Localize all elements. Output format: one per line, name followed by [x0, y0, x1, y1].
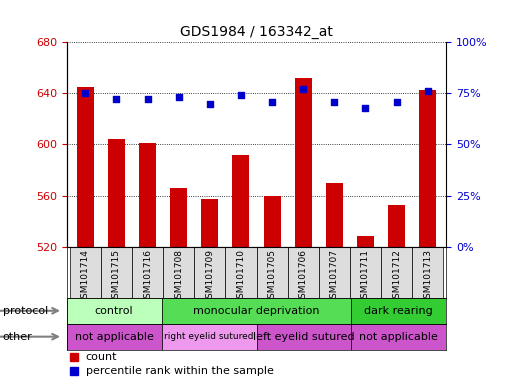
Text: GDS1984 / 163342_at: GDS1984 / 163342_at — [180, 25, 333, 39]
Bar — [194, 247, 225, 298]
Text: monocular deprivation: monocular deprivation — [193, 306, 320, 316]
Text: count: count — [86, 352, 117, 362]
Bar — [162, 324, 256, 349]
Text: percentile rank within the sample: percentile rank within the sample — [86, 366, 273, 376]
Bar — [350, 247, 381, 298]
Point — [424, 88, 432, 94]
Point — [299, 86, 307, 92]
Text: GSM101705: GSM101705 — [268, 249, 277, 304]
Text: not applicable: not applicable — [360, 332, 438, 342]
Point — [144, 96, 152, 103]
Text: control: control — [95, 306, 133, 316]
Text: GSM101710: GSM101710 — [236, 249, 245, 304]
Bar — [101, 247, 132, 298]
Bar — [67, 298, 162, 324]
Bar — [357, 237, 374, 247]
Text: GSM101713: GSM101713 — [423, 249, 432, 304]
Point — [206, 101, 214, 107]
Text: protocol: protocol — [3, 306, 48, 316]
Bar — [256, 247, 288, 298]
Bar — [77, 87, 94, 247]
Text: right eyelid sutured: right eyelid sutured — [164, 332, 254, 341]
Text: GSM101709: GSM101709 — [205, 249, 214, 304]
Point — [330, 98, 339, 104]
Bar — [294, 78, 312, 247]
Bar — [388, 205, 405, 247]
Bar — [351, 298, 446, 324]
Bar — [201, 199, 219, 247]
Bar — [412, 247, 443, 298]
Point — [81, 90, 89, 96]
Text: not applicable: not applicable — [75, 332, 153, 342]
Point — [268, 98, 276, 104]
Bar — [162, 298, 351, 324]
Text: GSM101715: GSM101715 — [112, 249, 121, 304]
Text: GSM101716: GSM101716 — [143, 249, 152, 304]
Bar — [170, 188, 187, 247]
Point — [174, 94, 183, 101]
Bar — [351, 324, 446, 349]
Bar — [163, 247, 194, 298]
Text: GSM101712: GSM101712 — [392, 249, 401, 304]
Text: GSM101711: GSM101711 — [361, 249, 370, 304]
Point — [392, 98, 401, 104]
Text: GSM101714: GSM101714 — [81, 249, 90, 304]
Bar — [264, 195, 281, 247]
Bar — [288, 247, 319, 298]
Text: GSM101707: GSM101707 — [330, 249, 339, 304]
Bar — [67, 324, 162, 349]
Point — [112, 96, 121, 103]
Bar — [419, 89, 436, 247]
Bar — [381, 247, 412, 298]
Text: left eyelid sutured: left eyelid sutured — [253, 332, 355, 342]
Text: GSM101706: GSM101706 — [299, 249, 308, 304]
Text: dark rearing: dark rearing — [364, 306, 433, 316]
Text: GSM101708: GSM101708 — [174, 249, 183, 304]
Bar — [139, 143, 156, 247]
Bar — [232, 155, 249, 247]
Point — [361, 104, 369, 111]
Bar — [326, 183, 343, 247]
Text: other: other — [3, 332, 32, 342]
Bar — [319, 247, 350, 298]
Bar — [132, 247, 163, 298]
Bar — [256, 324, 351, 349]
Bar — [70, 247, 101, 298]
Bar — [108, 139, 125, 247]
Bar — [225, 247, 256, 298]
Point — [237, 92, 245, 98]
